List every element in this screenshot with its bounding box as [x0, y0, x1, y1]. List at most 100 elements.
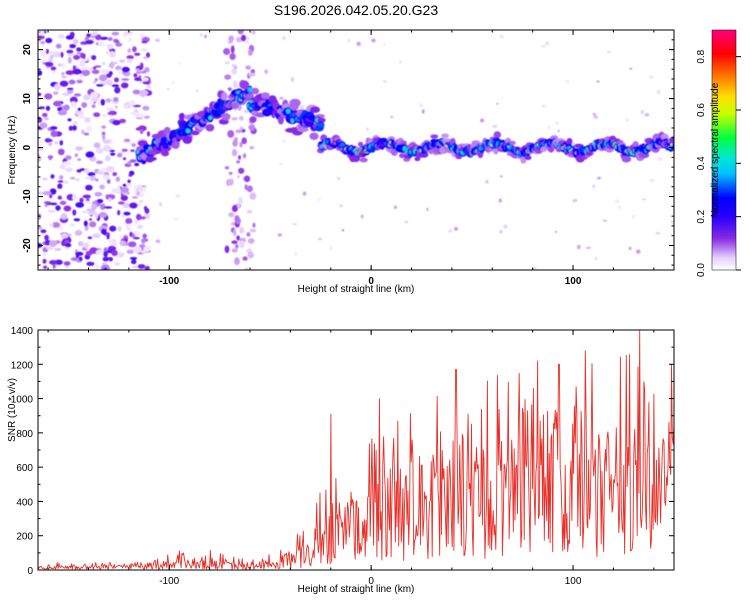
noise-speckle	[93, 142, 101, 149]
faint-speckle	[485, 179, 489, 184]
noise-speckle	[38, 35, 45, 40]
noise-speckle	[105, 98, 112, 103]
plume-speckle	[224, 245, 230, 254]
band-halo	[550, 135, 559, 140]
band-halo	[621, 155, 632, 163]
top-x-tick-label: 100	[565, 276, 582, 287]
noise-speckle	[75, 202, 85, 208]
noise-speckle	[65, 70, 75, 75]
noise-speckle	[107, 112, 115, 115]
faint-speckle	[249, 145, 255, 150]
noise-speckle	[102, 256, 110, 262]
colorbar-gradient	[711, 29, 737, 271]
faint-speckle	[555, 122, 559, 125]
band-halo	[609, 135, 616, 141]
plume-speckle	[245, 65, 251, 70]
noise-speckle	[136, 186, 143, 192]
faint-speckle	[576, 244, 581, 250]
faint-speckle	[204, 34, 207, 39]
noise-speckle	[141, 185, 147, 188]
ridge-halo	[145, 156, 157, 161]
noise-speckle	[136, 213, 142, 221]
plume-speckle	[248, 124, 256, 131]
faint-speckle	[592, 184, 595, 189]
faint-speckle	[237, 175, 240, 179]
faint-speckle	[572, 198, 578, 203]
noise-speckle	[93, 112, 101, 117]
noise-speckle	[78, 115, 86, 119]
faint-speckle	[641, 198, 647, 201]
noise-speckle	[72, 209, 77, 216]
faint-speckle	[548, 125, 550, 130]
plume-speckle	[241, 137, 247, 145]
noise-speckle	[59, 140, 63, 146]
faint-speckle	[196, 89, 199, 94]
faint-speckle	[294, 252, 297, 256]
noise-speckle	[98, 212, 108, 218]
faint-speckle	[282, 139, 285, 144]
plume-speckle	[227, 130, 235, 138]
noise-speckle	[139, 33, 145, 38]
noise-speckle	[134, 189, 138, 196]
noise-speckle	[60, 51, 64, 58]
faint-speckle	[317, 237, 323, 241]
noise-speckle	[80, 57, 89, 62]
plume-speckle	[232, 139, 238, 147]
noise-speckle	[129, 202, 138, 209]
noise-speckle	[139, 62, 144, 70]
noise-speckle	[112, 119, 121, 126]
plume-speckle	[237, 30, 244, 35]
noise-speckle	[142, 233, 147, 239]
noise-speckle	[75, 146, 84, 151]
noise-speckle	[122, 104, 129, 109]
noise-speckle	[42, 258, 47, 264]
band-halo	[441, 133, 450, 139]
noise-speckle	[127, 241, 137, 248]
noise-speckle	[100, 68, 109, 75]
plume-speckle	[243, 109, 250, 114]
plume-speckle	[231, 68, 237, 75]
bottom-x-tick-label: 100	[565, 576, 582, 587]
noise-speckle	[130, 149, 135, 153]
noise-speckle	[76, 79, 83, 84]
noise-speckle	[80, 52, 84, 59]
noise-speckle	[65, 155, 72, 160]
noise-speckle	[74, 229, 83, 236]
noise-speckle	[81, 129, 85, 134]
faint-speckle	[448, 229, 453, 233]
noise-speckle	[122, 202, 131, 209]
noise-speckle	[73, 54, 81, 60]
noise-speckle	[57, 195, 62, 200]
noise-speckle	[106, 107, 114, 112]
faint-speckle	[618, 205, 621, 209]
faint-speckle	[282, 35, 286, 41]
ridge-core	[247, 87, 253, 93]
noise-speckle	[91, 203, 98, 211]
noise-speckle	[89, 175, 96, 181]
faint-speckle	[348, 38, 350, 43]
noise-speckle	[69, 31, 75, 38]
faint-speckle	[393, 205, 397, 210]
noise-speckle	[120, 82, 129, 89]
noise-speckle	[48, 141, 53, 146]
noise-speckle	[96, 84, 104, 87]
noise-speckle	[126, 55, 134, 60]
noise-speckle	[59, 80, 69, 87]
plume-speckle	[231, 240, 238, 244]
noise-speckle	[49, 240, 58, 247]
noise-speckle	[140, 216, 146, 220]
faint-speckle	[366, 127, 369, 131]
noise-speckle	[103, 251, 108, 257]
noise-speckle	[131, 143, 136, 148]
noise-speckle	[139, 128, 144, 135]
noise-speckle	[73, 218, 81, 222]
faint-speckle	[499, 174, 503, 178]
noise-speckle	[61, 75, 67, 79]
noise-speckle	[102, 174, 111, 180]
noise-speckle	[57, 63, 63, 67]
bottom-y-tick-label: 0	[27, 566, 33, 577]
noise-speckle	[118, 252, 125, 258]
noise-speckle	[98, 40, 105, 47]
plume-speckle	[237, 155, 242, 160]
